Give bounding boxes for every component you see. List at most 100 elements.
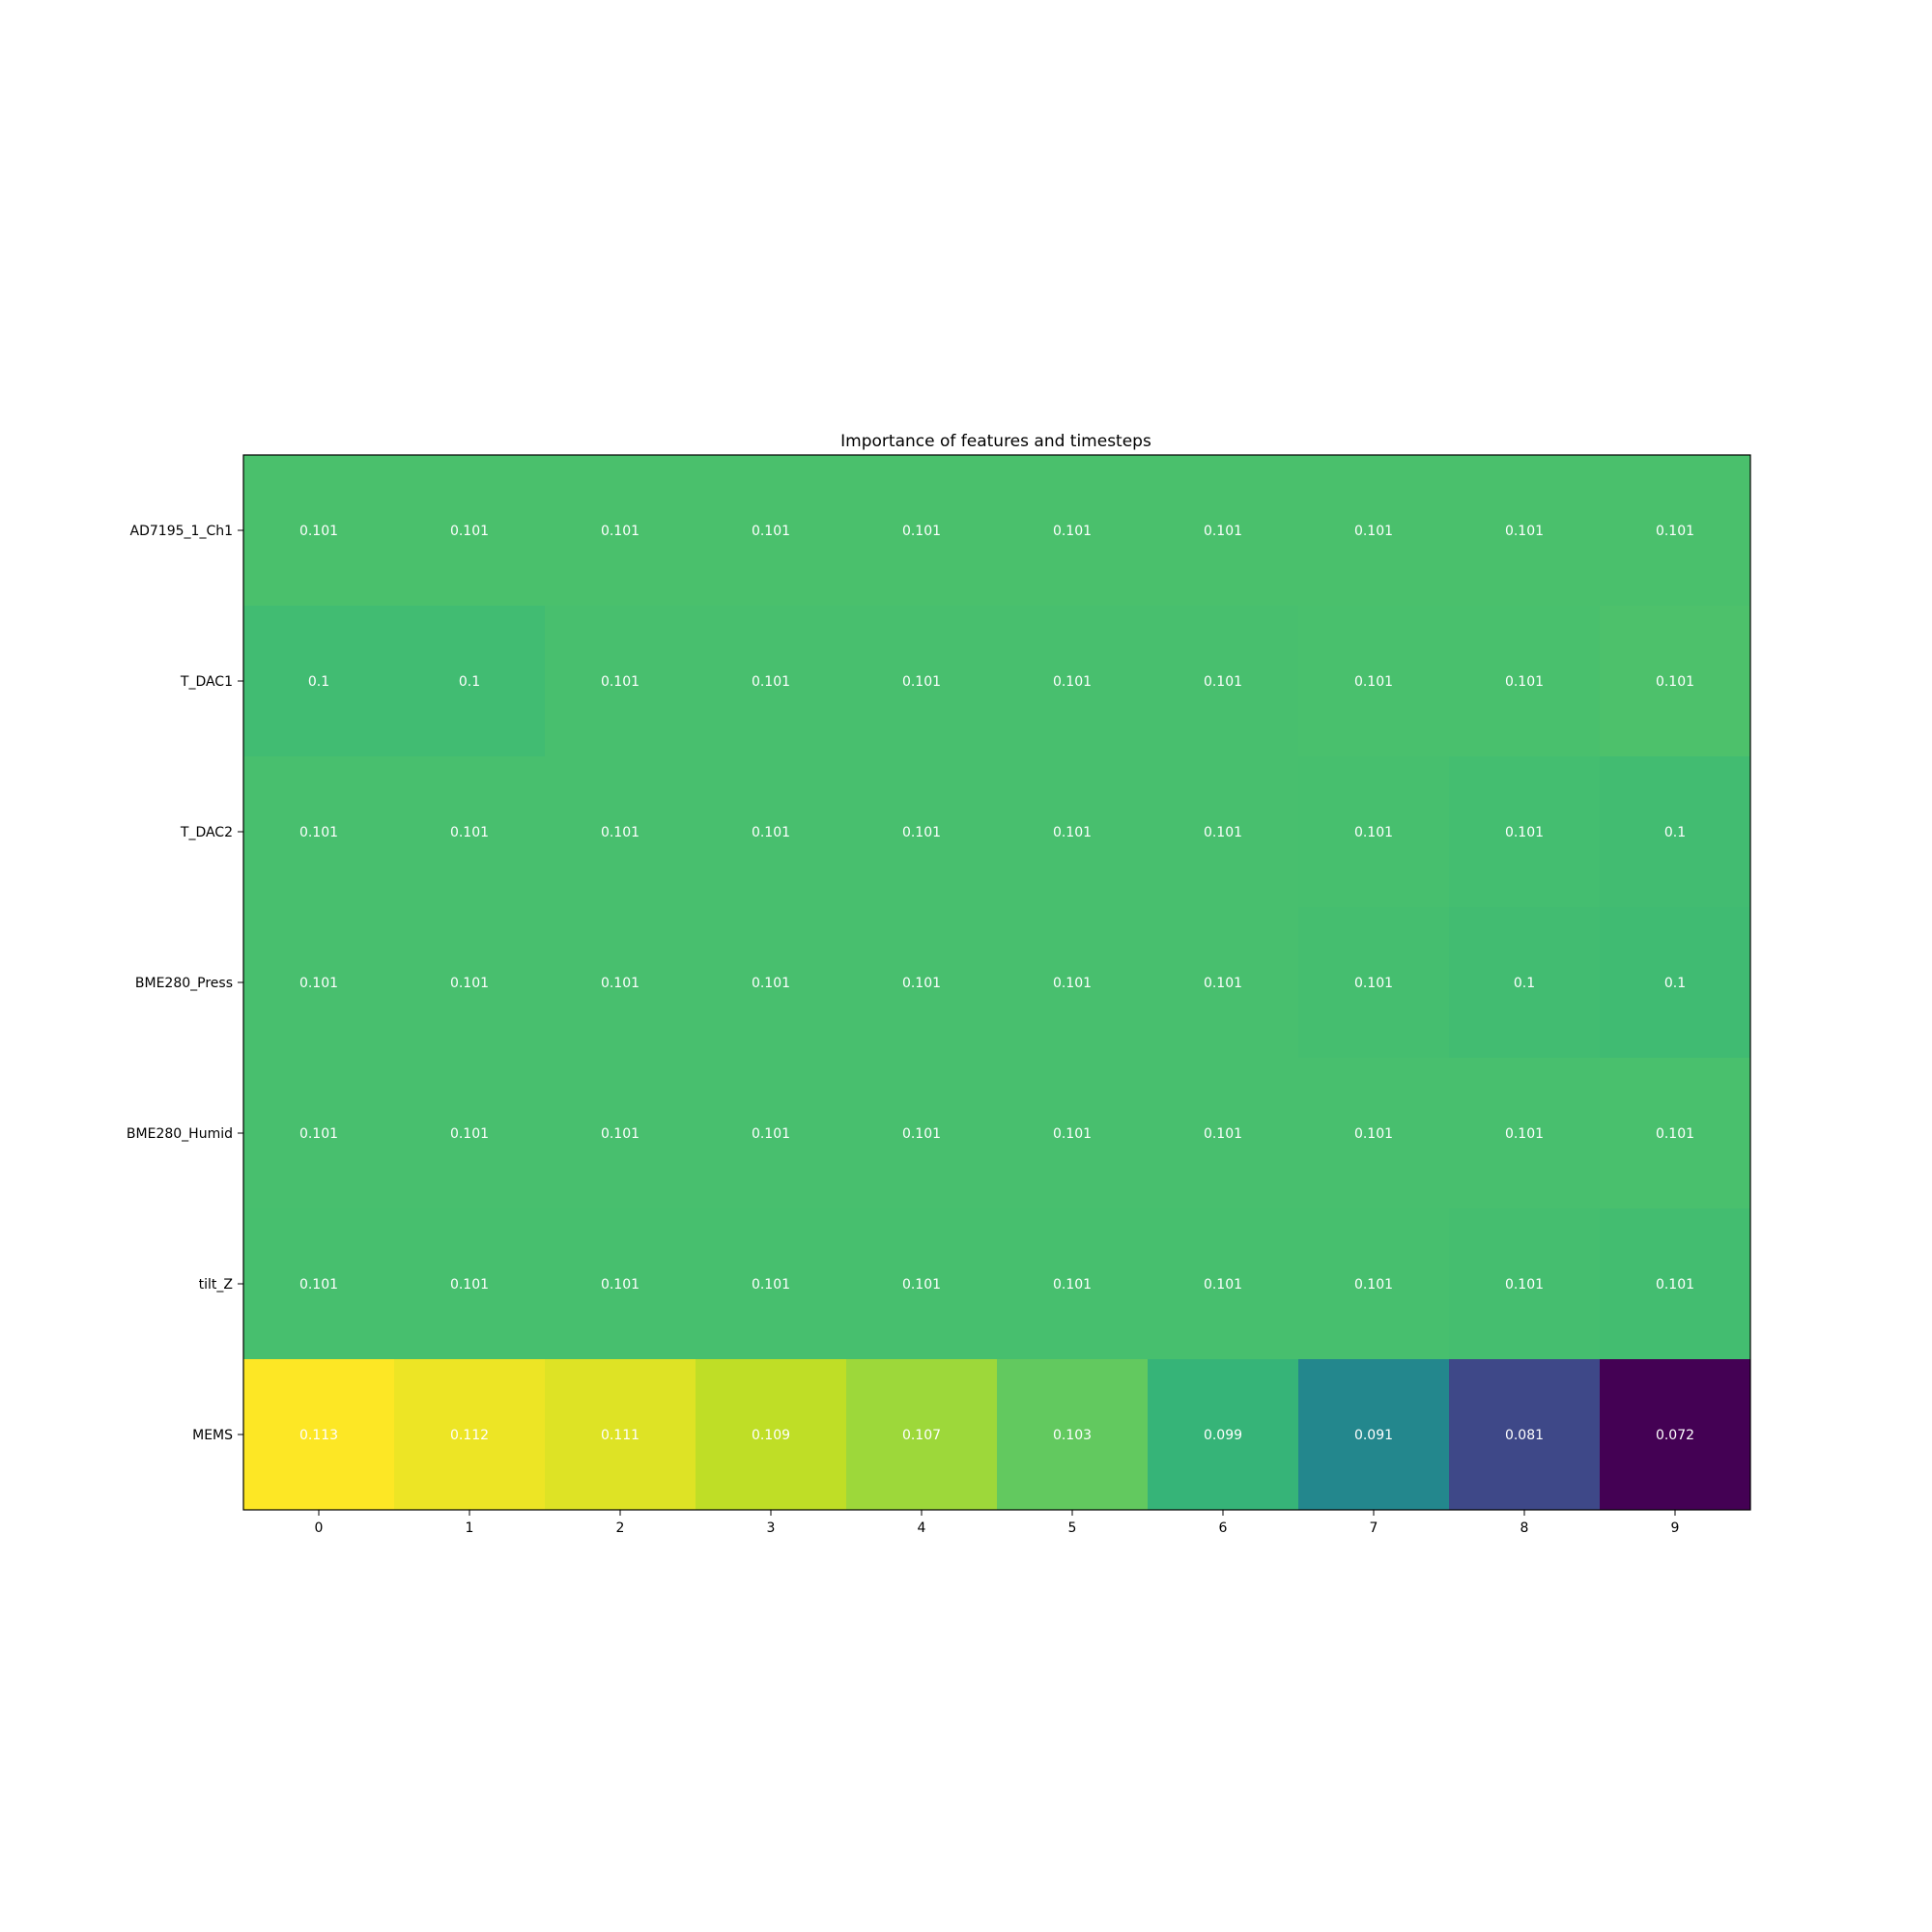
cell-value-label: 0.101: [1053, 976, 1092, 991]
heatmap-cell: [394, 756, 546, 908]
x-tick-label: 9: [1671, 1520, 1680, 1536]
heatmap-cell: [545, 606, 696, 757]
cell-value-label: 0.101: [1505, 825, 1544, 840]
heatmap-cell: [1298, 455, 1450, 607]
cell-value-label: 0.112: [450, 1428, 489, 1443]
y-tick-label: BME280_Press: [135, 976, 233, 991]
heatmap-cell: [1449, 1359, 1601, 1511]
heatmap-cell: [846, 606, 998, 757]
heatmap-cell: [846, 1058, 998, 1209]
heatmap-cell: [1449, 1058, 1601, 1209]
cell-value-label: 0.101: [1204, 976, 1242, 991]
heatmap-cell: [696, 1359, 847, 1511]
cell-value-label: 0.101: [1204, 674, 1242, 690]
heatmap-cell: [696, 606, 847, 757]
heatmap-cell: [696, 1208, 847, 1360]
cell-value-label: 0.101: [299, 825, 338, 840]
cell-value-label: 0.101: [752, 825, 790, 840]
heatmap-cell: [1148, 1359, 1299, 1511]
heatmap-cell: [1449, 455, 1601, 607]
cell-value-label: 0.1: [459, 674, 480, 690]
x-tick-label: 0: [315, 1520, 324, 1536]
cell-value-label: 0.1: [308, 674, 329, 690]
cell-value-label: 0.101: [752, 674, 790, 690]
heatmap-cell: [997, 455, 1149, 607]
heatmap-cell: [846, 1359, 998, 1511]
heatmap-cell: [243, 455, 395, 607]
cell-value-label: 0.101: [299, 1126, 338, 1142]
heatmap-cell: [1148, 907, 1299, 1059]
heatmap-cell: [1148, 1208, 1299, 1360]
heatmap-cell: [997, 1359, 1149, 1511]
heatmap-cell: [696, 1058, 847, 1209]
x-tick-label: 5: [1068, 1520, 1077, 1536]
cell-value-label: 0.101: [601, 976, 639, 991]
y-tick-label: T_DAC2: [180, 825, 233, 840]
heatmap-cell: [1298, 606, 1450, 757]
cell-value-label: 0.101: [601, 524, 639, 539]
cell-value-label: 0.103: [1053, 1428, 1092, 1443]
cell-value-label: 0.101: [299, 1277, 338, 1293]
heatmap-cell: [1298, 1359, 1450, 1511]
cell-value-label: 0.101: [902, 1126, 941, 1142]
heatmap-cell: [545, 907, 696, 1059]
heatmap-cell: [696, 455, 847, 607]
heatmap-cell: [394, 455, 546, 607]
heatmap-cell: [545, 756, 696, 908]
heatmap-cell: [1600, 606, 1751, 757]
cell-value-label: 0.1: [1514, 976, 1535, 991]
cell-value-label: 0.101: [450, 524, 489, 539]
heatmap-cell: [1298, 907, 1450, 1059]
cell-value-label: 0.101: [601, 1126, 639, 1142]
cell-value-label: 0.101: [1656, 1277, 1694, 1293]
cell-value-label: 0.101: [752, 524, 790, 539]
heatmap-cell: [997, 907, 1149, 1059]
cell-value-label: 0.101: [601, 674, 639, 690]
x-tick-label: 1: [466, 1520, 474, 1536]
y-tick-label: tilt_Z: [199, 1277, 233, 1293]
heatmap-cell: [1148, 1058, 1299, 1209]
cell-value-label: 0.101: [1354, 1277, 1393, 1293]
cell-value-label: 0.101: [1053, 674, 1092, 690]
heatmap-cell: [1600, 455, 1751, 607]
heatmap-cell: [394, 1208, 546, 1360]
cell-value-label: 0.101: [1354, 1126, 1393, 1142]
heatmap-cell: [1298, 756, 1450, 908]
heatmap-cell: [997, 606, 1149, 757]
cell-value-label: 0.101: [1204, 524, 1242, 539]
y-tick-label: BME280_Humid: [127, 1126, 233, 1142]
heatmap-cell: [545, 455, 696, 607]
cell-value-label: 0.109: [752, 1428, 790, 1443]
heatmap-cell: [997, 1058, 1149, 1209]
heatmap-cell: [243, 756, 395, 908]
cell-value-label: 0.101: [299, 524, 338, 539]
cell-value-label: 0.101: [902, 674, 941, 690]
cell-value-label: 0.101: [299, 976, 338, 991]
y-tick-label: AD7195_1_Ch1: [130, 524, 233, 539]
cell-value-label: 0.101: [1505, 524, 1544, 539]
heatmap-cell: [243, 1359, 395, 1511]
heatmap-cell: [1449, 907, 1601, 1059]
cell-value-label: 0.101: [1354, 674, 1393, 690]
cell-value-label: 0.081: [1505, 1428, 1544, 1443]
heatmap-cell: [394, 606, 546, 757]
heatmap-cell: [545, 1208, 696, 1360]
heatmap-cell: [545, 1058, 696, 1209]
chart-title: Importance of features and timesteps: [840, 432, 1151, 451]
heatmap-cell: [243, 606, 395, 757]
heatmap-cell: [1148, 606, 1299, 757]
cell-value-label: 0.101: [1053, 1126, 1092, 1142]
heatmap-cells: [243, 455, 1751, 1511]
cell-value-labels: 0.101 0.101 0.101 0.101 0.101 0.101 0.101 0.101…: [299, 524, 1694, 1443]
heatmap-cell: [997, 756, 1149, 908]
cell-value-label: 0.101: [752, 976, 790, 991]
cell-value-label: 0.101: [902, 1277, 941, 1293]
cell-value-label: 0.1: [1664, 825, 1686, 840]
heatmap-cell: [696, 907, 847, 1059]
heatmap-cell: [1600, 907, 1751, 1059]
cell-value-label: 0.101: [450, 1126, 489, 1142]
cell-value-label: 0.101: [1505, 674, 1544, 690]
heatmap-cell: [394, 1359, 546, 1511]
heatmap-cell: [1298, 1208, 1450, 1360]
cell-value-label: 0.101: [450, 825, 489, 840]
